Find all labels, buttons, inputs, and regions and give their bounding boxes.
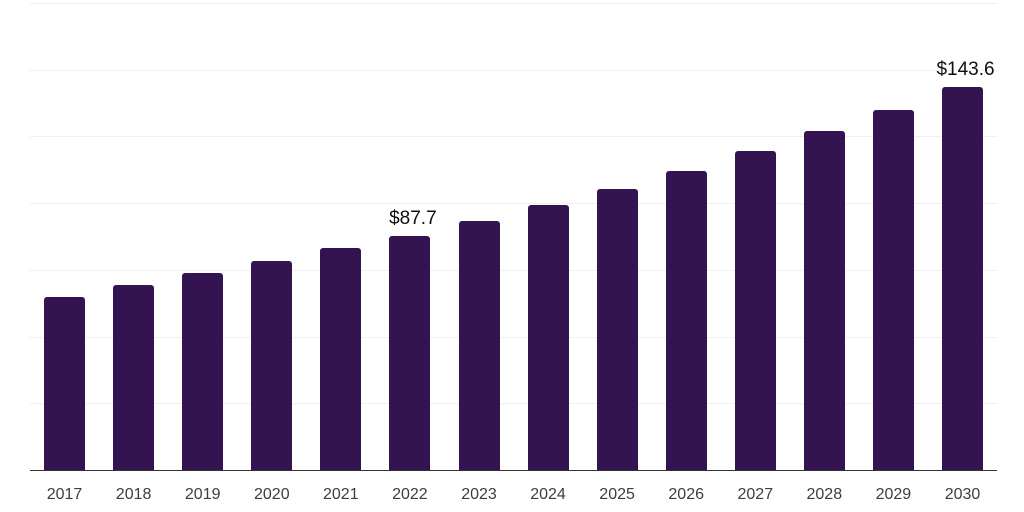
bar-2030 <box>942 86 983 470</box>
bar-2025 <box>596 188 638 470</box>
bar-2029 <box>872 109 914 470</box>
bar-2026 <box>665 170 707 470</box>
x-tick-label-2020: 2020 <box>254 486 290 503</box>
bar-2023 <box>458 221 500 470</box>
bar-2028 <box>803 131 845 470</box>
x-tick-label-2024: 2024 <box>530 486 566 503</box>
bar-2018 <box>113 285 155 470</box>
x-tick-label-2025: 2025 <box>599 486 635 503</box>
x-tick-label-2028: 2028 <box>806 486 843 503</box>
x-tick-label-2021: 2021 <box>323 486 359 503</box>
gridline-75 <box>30 269 997 271</box>
x-tick-label-2019: 2019 <box>184 486 221 503</box>
x-tick-label-2017: 2017 <box>46 486 83 503</box>
bar-2019 <box>182 273 224 470</box>
x-tick-label-2022: 2022 <box>392 486 428 503</box>
bar-2017 <box>44 297 85 470</box>
x-tick-label-2026: 2026 <box>668 486 704 503</box>
x-axis-line <box>30 469 997 471</box>
bar-2022 <box>389 236 431 470</box>
bar-2020 <box>251 261 293 470</box>
x-tick-label-2027: 2027 <box>737 486 774 503</box>
x-tick-label-2023: 2023 <box>461 486 497 503</box>
gridline-175 <box>30 3 997 4</box>
gridline-150 <box>30 69 997 71</box>
gridline-25 <box>30 403 997 405</box>
bar-value-label-2022: $87.7 <box>389 208 437 229</box>
x-tick-label-2030: 2030 <box>944 486 981 503</box>
gridline-100 <box>30 203 997 205</box>
gridline-50 <box>30 336 997 338</box>
x-tick-label-2029: 2029 <box>875 486 912 503</box>
gridline-125 <box>30 136 997 138</box>
bar-2027 <box>734 151 776 470</box>
bar-2024 <box>527 205 569 470</box>
bar-2021 <box>320 248 362 470</box>
x-tick-label-2018: 2018 <box>115 486 152 503</box>
bar-value-label-2030: $143.6 <box>936 58 995 80</box>
